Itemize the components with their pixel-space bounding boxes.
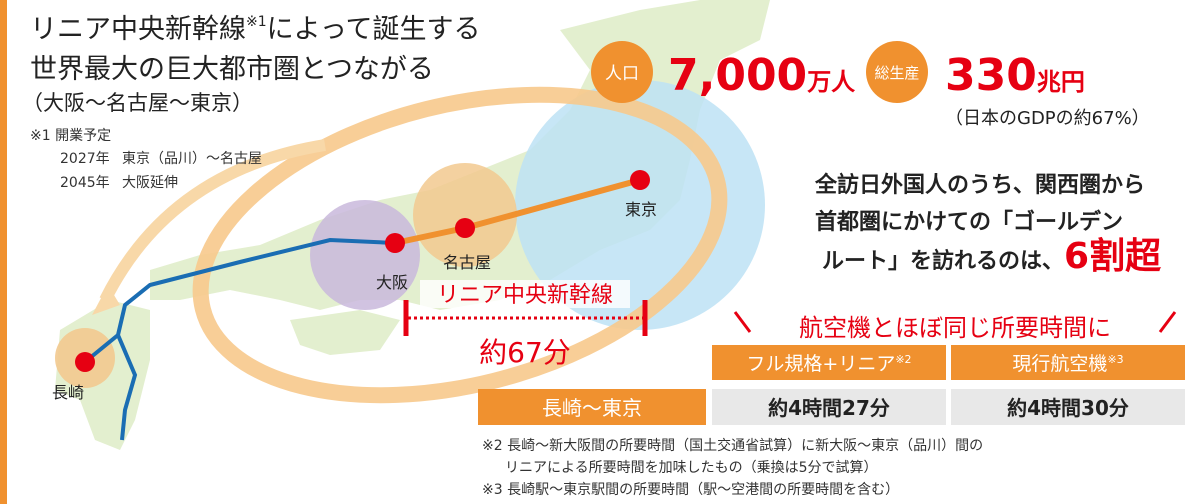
arrow-head bbox=[92, 285, 120, 315]
edge-bar bbox=[0, 0, 7, 504]
line-label: リニア中央新幹線 bbox=[437, 283, 613, 308]
header-label: 現行航空機 bbox=[1012, 353, 1107, 375]
note-text: 大阪延伸 bbox=[122, 175, 178, 191]
stat-unit: 兆円 bbox=[1037, 68, 1085, 96]
comparison-title: 航空機とほぼ同じ所要時間に bbox=[799, 314, 1111, 342]
row-label-cell bbox=[478, 389, 706, 425]
header-text: 現行航空機※3 bbox=[1012, 353, 1123, 375]
station-dot bbox=[630, 170, 650, 190]
headline-sub: （大阪〜名古屋〜東京） bbox=[22, 91, 253, 115]
city-label: 大阪 bbox=[376, 273, 408, 292]
visitor-text-part: ルート」を訪れるのは、 bbox=[822, 248, 1064, 274]
note-year: 2027年 bbox=[60, 151, 110, 167]
stations bbox=[75, 170, 650, 372]
osaka-area bbox=[310, 200, 420, 310]
header-text: フル規格+リニア※2 bbox=[746, 353, 911, 375]
accent-mark bbox=[1158, 311, 1177, 333]
visitor-text: ルート」を訪れるのは、6割超 bbox=[822, 236, 1162, 277]
line-label-bg bbox=[420, 280, 630, 308]
note-year: 2045年 bbox=[60, 175, 110, 191]
footnote: リニアによる所要時間を加味したもの（乗換は5分で試算） bbox=[505, 460, 878, 476]
value-cell bbox=[712, 389, 946, 425]
metro-ring bbox=[192, 86, 728, 404]
stat-label: 人口 bbox=[605, 64, 639, 84]
stat-number: 7,000 bbox=[668, 50, 807, 101]
value-text: 約4時間27分 bbox=[768, 396, 890, 420]
footnote: ※3 長崎駅〜東京駅間の所要時間（駅〜空港間の所要時間を含む） bbox=[482, 482, 899, 498]
header-cell bbox=[951, 345, 1185, 380]
footnote: ※2 長崎〜新大阪間の所要時間（国土交通省試算）に新大阪〜東京（品川）間の bbox=[482, 437, 983, 454]
station-dot bbox=[75, 352, 95, 372]
city-label: 名古屋 bbox=[443, 253, 491, 272]
visitor-text: 全訪日外国人のうち、関西圏から bbox=[814, 172, 1145, 198]
station-dot bbox=[455, 218, 475, 238]
headline: リニア中央新幹線※1によって誕生する bbox=[30, 14, 480, 45]
header-label: フル規格+リニア bbox=[746, 353, 895, 375]
headline-text: リニア中央新幹線 bbox=[30, 14, 246, 45]
stat-value: 330兆円 bbox=[945, 50, 1085, 101]
visitor-highlight: 6割超 bbox=[1064, 236, 1162, 277]
visitor-text: 首都圏にかけての「ゴールデン bbox=[815, 209, 1123, 235]
station-dot bbox=[385, 233, 405, 253]
gdp-note: （日本のGDPの約67%） bbox=[945, 108, 1150, 129]
stat-badge bbox=[591, 41, 653, 103]
city-label: 東京 bbox=[625, 200, 657, 219]
headline-note: ※1 bbox=[246, 14, 267, 30]
stat-unit: 万人 bbox=[807, 68, 855, 96]
row-label: 長崎〜東京 bbox=[542, 396, 642, 420]
stat-value: 7,000万人 bbox=[668, 50, 855, 101]
header-note: ※3 bbox=[1107, 353, 1123, 366]
shinkansen-branch bbox=[116, 334, 138, 441]
arrow bbox=[99, 139, 326, 303]
accent-mark bbox=[733, 311, 752, 333]
shikoku bbox=[290, 310, 400, 355]
stat-badge bbox=[866, 41, 928, 103]
value-text: 約4時間30分 bbox=[1007, 396, 1129, 420]
city-label: 長崎 bbox=[52, 383, 84, 402]
duration: 約67分 bbox=[479, 336, 571, 369]
value-cell bbox=[951, 389, 1185, 425]
stat-number: 330 bbox=[945, 50, 1037, 101]
header-note: ※2 bbox=[895, 353, 911, 366]
note-text: 東京（品川）〜名古屋 bbox=[122, 151, 262, 167]
header-cell bbox=[712, 345, 946, 380]
stat-label: 総生産 bbox=[874, 64, 919, 82]
headline-text: によって誕生する bbox=[267, 14, 481, 45]
nagoya-area bbox=[413, 163, 517, 267]
note-title: ※1 開業予定 bbox=[30, 128, 111, 144]
headline: 世界最大の巨大都市圏とつながる bbox=[30, 54, 434, 85]
